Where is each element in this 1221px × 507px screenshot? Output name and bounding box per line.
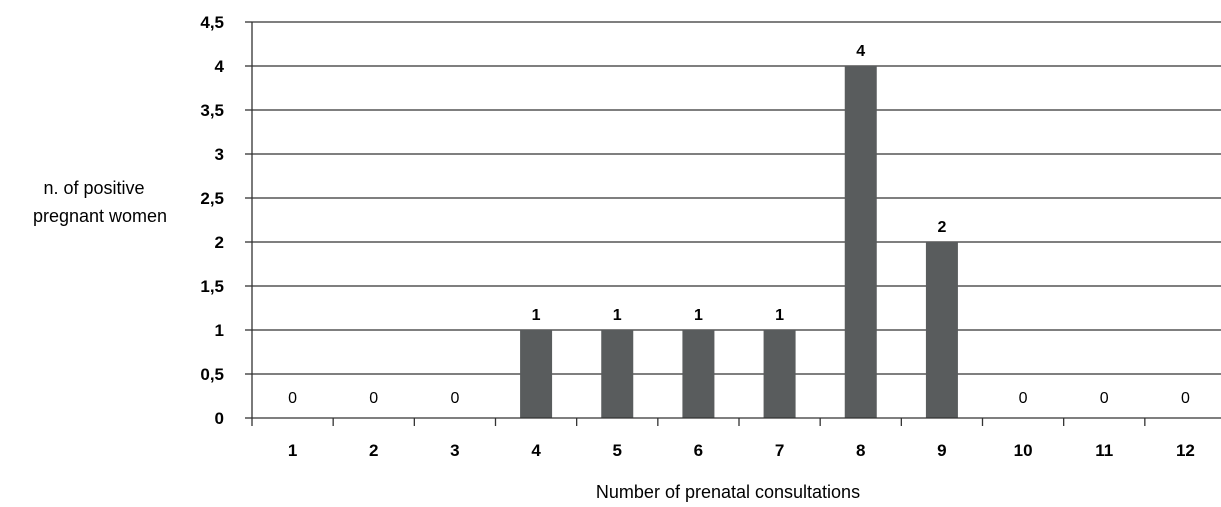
data-label: 4 [856, 43, 865, 60]
axes [245, 21, 1221, 426]
y-tick-label: 1 [215, 321, 224, 340]
x-tick-label: 3 [450, 441, 459, 460]
data-label: 0 [450, 390, 459, 407]
x-tick-label: 1 [288, 441, 297, 460]
y-tick-label: 0 [215, 409, 224, 428]
x-axis-title: Number of prenatal consultations [596, 482, 860, 502]
x-tick-label: 2 [369, 441, 378, 460]
y-tick-label: 4,5 [200, 13, 224, 32]
bar [601, 330, 634, 418]
data-label: 1 [613, 307, 622, 324]
data-label: 1 [775, 307, 784, 324]
x-tick-label: 10 [1014, 441, 1033, 460]
y-tick-label: 0,5 [200, 365, 224, 384]
y-tick-labels: 0 0,5 1 1,5 2 2,5 3 3,5 4 4,5 [200, 13, 224, 428]
x-tick-label: 9 [937, 441, 946, 460]
bars [520, 66, 958, 418]
data-label: 0 [369, 390, 378, 407]
y-tick-label: 3 [215, 145, 224, 164]
data-label: 0 [1019, 390, 1028, 407]
bar [682, 330, 715, 418]
data-label: 1 [694, 307, 703, 324]
y-tick-label: 1,5 [200, 277, 224, 296]
x-tick-label: 8 [856, 441, 865, 460]
x-tick-label: 5 [613, 441, 622, 460]
data-label: 2 [937, 219, 946, 236]
data-label: 1 [532, 307, 541, 324]
y-tick-label: 3,5 [200, 101, 224, 120]
bar [763, 330, 796, 418]
gridlines [252, 21, 1221, 375]
x-tick-label: 12 [1176, 441, 1195, 460]
x-tick-label: 7 [775, 441, 784, 460]
x-tick-label: 4 [531, 441, 541, 460]
data-labels: 0 0 0 1 1 1 1 4 2 0 0 0 [288, 43, 1190, 407]
y-axis-title-line-1: n. of positive [43, 178, 144, 198]
bar [520, 330, 553, 418]
y-tick-label: 4 [215, 57, 225, 76]
y-tick-label: 2 [215, 233, 224, 252]
data-label: 0 [288, 390, 297, 407]
x-tick-labels: 1 2 3 4 5 6 7 8 9 10 11 12 [288, 441, 1195, 460]
bar [925, 242, 958, 418]
data-label: 0 [1100, 390, 1109, 407]
bar [844, 66, 877, 418]
data-label: 0 [1181, 390, 1190, 407]
y-axis-title-line-2: pregnant women [33, 206, 167, 226]
x-tick-label: 11 [1095, 441, 1113, 460]
x-tick-label: 6 [694, 441, 703, 460]
y-tick-label: 2,5 [200, 189, 224, 208]
